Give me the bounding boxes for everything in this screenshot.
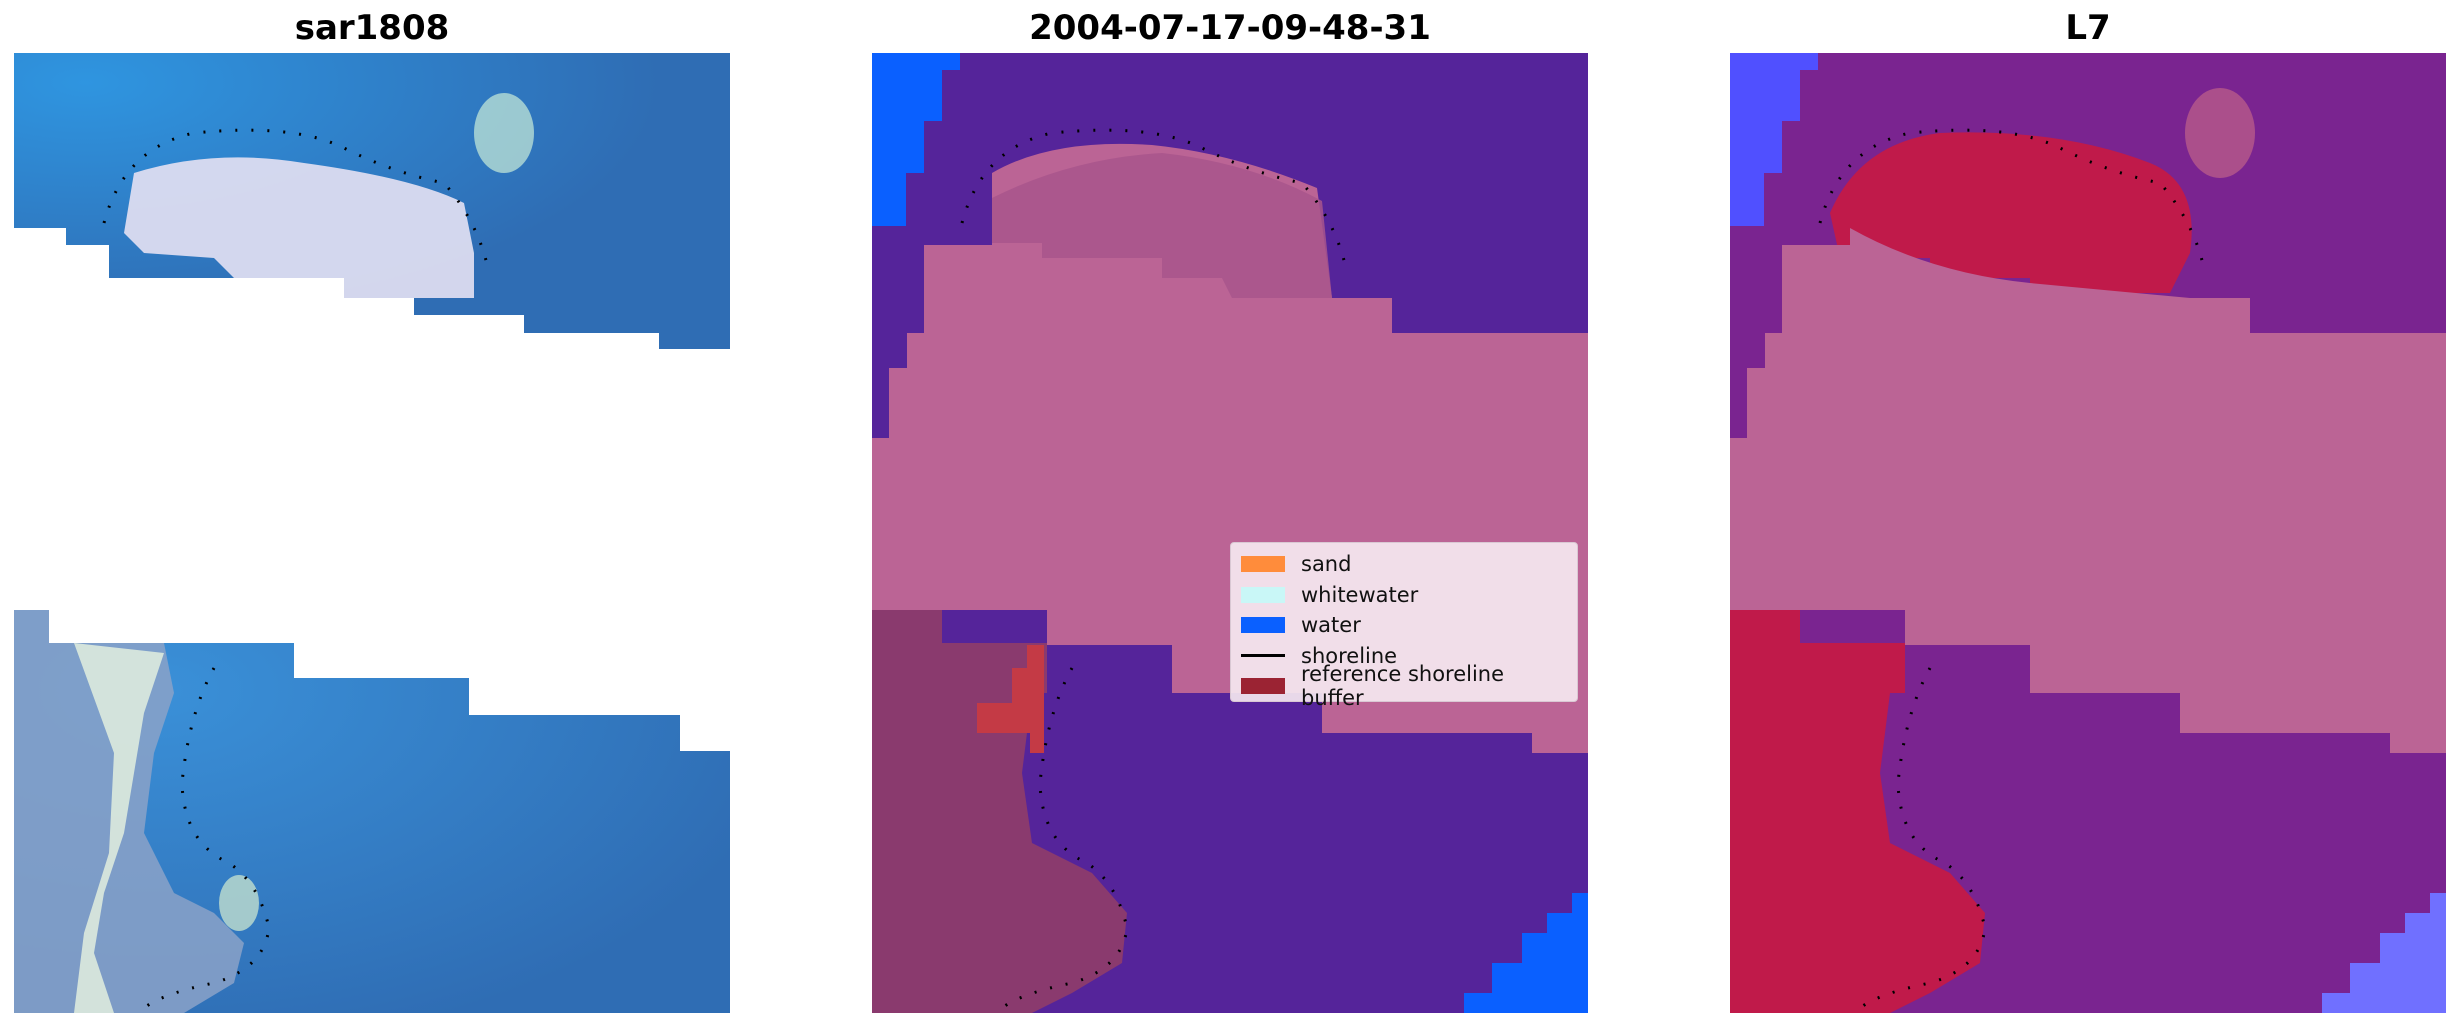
rgb-image-panel: [14, 53, 730, 1013]
legend-label: water: [1301, 613, 1361, 638]
legend-swatch-reference-buffer: [1241, 678, 1285, 695]
legend-label: shoreline: [1301, 643, 1398, 668]
legend-item-sand: sand: [1241, 549, 1567, 580]
class-blue-water-top: [872, 53, 960, 226]
rgb-top-foam: [474, 93, 534, 173]
rgb-bottom-foam: [219, 875, 259, 931]
rgb-bottom-land: [14, 610, 244, 1013]
legend-swatch-sand: [1241, 556, 1285, 573]
legend: sand whitewater water shoreline referenc…: [1230, 542, 1578, 710]
legend-label: reference shoreline buffer: [1301, 662, 1505, 711]
legend-item-reference-buffer: reference shoreline buffer: [1241, 662, 1567, 710]
panel-title-classified: 2004-07-17-09-48-31: [1029, 8, 1431, 48]
rgb-bottom-whitewater: [74, 643, 164, 1013]
class-top-land: [992, 153, 1332, 298]
class-blue-water-bottom: [1464, 893, 1588, 1013]
rgb-top-whitewater: [124, 157, 474, 298]
index-red-bottom: [1730, 610, 1985, 1013]
class-sand-red: [977, 645, 1044, 753]
index-red-top: [1830, 132, 2192, 293]
legend-item-water: water: [1241, 610, 1567, 641]
legend-swatch-whitewater: [1241, 586, 1285, 603]
index-image-panel: [1730, 53, 2446, 1013]
legend-label: whitewater: [1301, 582, 1419, 607]
legend-swatch-water: [1241, 617, 1285, 634]
legend-item-whitewater: whitewater: [1241, 580, 1567, 611]
legend-label: sand: [1301, 552, 1352, 577]
classified-image-panel: [872, 53, 1588, 1013]
index-buffer-area: [1730, 228, 2446, 753]
legend-swatch-shoreline: [1241, 654, 1285, 658]
class-land-bottom: [872, 610, 1127, 1013]
legend-item-shoreline: shoreline: [1241, 641, 1567, 672]
panel-title-mndwi: L7: [2065, 8, 2111, 48]
index-blue-bottom: [2322, 893, 2446, 1013]
index-blue-top: [1730, 53, 1818, 226]
index-pink-top: [2185, 88, 2255, 178]
panel-title-rgb: sar1808: [294, 8, 450, 48]
